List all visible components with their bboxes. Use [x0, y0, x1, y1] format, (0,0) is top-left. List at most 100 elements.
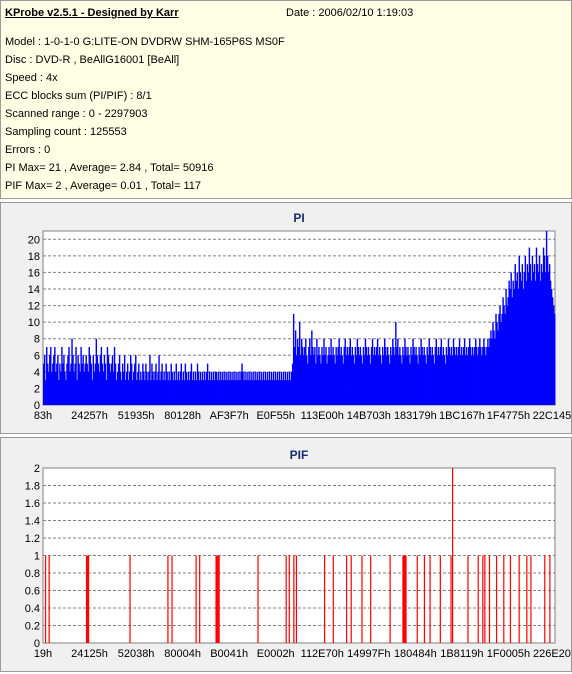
pi-bar	[119, 371, 122, 405]
pi-bar	[295, 355, 298, 405]
pi-bar	[193, 380, 196, 405]
pi-bar	[240, 371, 242, 405]
x-tick-label: B0041h	[210, 648, 248, 660]
pi-bar	[485, 355, 487, 405]
pi-bar	[373, 347, 376, 405]
pi-bar	[260, 371, 262, 405]
pi-bar	[78, 363, 80, 405]
pi-bar	[456, 355, 459, 405]
pi-bar	[394, 355, 396, 405]
pi-bar	[70, 363, 72, 405]
pi-bar	[267, 380, 270, 405]
pi-bar	[195, 380, 198, 405]
pi-bar	[322, 355, 324, 405]
pi-bar	[380, 363, 383, 405]
pi-bar	[461, 355, 464, 405]
pi-bar	[204, 380, 207, 405]
pi-bar	[157, 371, 159, 405]
pi-bar	[87, 371, 89, 405]
pi-bar	[88, 347, 90, 405]
pi-bar	[550, 289, 553, 405]
pi-bar	[320, 363, 322, 405]
pi-bar	[168, 371, 170, 405]
pi-bar	[494, 338, 496, 405]
pi-bar	[182, 371, 185, 405]
pi-bar	[102, 371, 105, 405]
pi-bar	[248, 371, 250, 405]
pi-bar	[255, 380, 257, 405]
x-tick-label: 1BC167h	[439, 410, 485, 422]
pi-bar	[402, 347, 404, 405]
pi-bar	[542, 247, 545, 405]
pi-bar	[186, 380, 189, 405]
pi-bar	[93, 371, 95, 405]
pi-bar	[178, 380, 180, 405]
pi-bar	[236, 371, 238, 405]
pi-bar	[423, 347, 425, 405]
pi-bar	[356, 338, 359, 405]
pi-bar	[418, 347, 420, 405]
pi-bar	[218, 371, 220, 405]
pi-bar	[446, 355, 449, 405]
pi-bar	[291, 363, 294, 405]
pi-bar	[544, 272, 547, 405]
y-tick-label: 16	[28, 267, 40, 279]
pi-bar	[154, 371, 156, 405]
pi-bar	[278, 371, 281, 405]
pi-bar	[183, 380, 186, 405]
pi-bar	[246, 371, 248, 405]
pi-bar	[220, 371, 222, 405]
pi-bar	[263, 380, 265, 405]
pi-bar	[391, 355, 393, 405]
pi-bar	[282, 371, 285, 405]
pi-bar	[223, 380, 225, 405]
pi-bar	[486, 347, 488, 405]
pi-bar	[524, 255, 527, 405]
pi-bar	[367, 347, 370, 405]
pi-bar	[315, 363, 317, 405]
pi-bar	[428, 338, 430, 405]
pi-bar	[355, 355, 358, 405]
pi-bar	[148, 371, 150, 405]
pi-bar	[156, 380, 158, 405]
pi-bar	[43, 363, 45, 405]
pi-bar	[67, 355, 69, 405]
pi-bar	[307, 363, 309, 405]
pi-bar	[451, 355, 454, 405]
pi-bar	[350, 355, 353, 405]
pi-bar	[245, 380, 247, 405]
pi-bar	[543, 255, 546, 405]
pi-bar	[231, 380, 233, 405]
pi-bar	[251, 380, 253, 405]
pi-bar	[150, 380, 152, 405]
pi-bar	[261, 380, 263, 405]
pi-bar	[233, 380, 235, 405]
x-tick-label: 183179h	[394, 410, 437, 422]
pi-bar	[86, 363, 88, 405]
pi-bar	[109, 371, 112, 405]
pi-bar	[105, 380, 108, 405]
pi-bar	[52, 363, 54, 405]
pi-bar	[76, 380, 78, 405]
pi-bar	[436, 355, 439, 405]
pi-bar	[187, 371, 190, 405]
x-tick-label: 51935h	[118, 410, 155, 422]
pi-bar	[353, 363, 356, 405]
pi-bar	[145, 363, 147, 405]
pi-bar	[77, 355, 79, 405]
pi-bar	[329, 355, 331, 405]
pi-bar	[441, 355, 444, 405]
pi-bar	[58, 380, 60, 405]
y-tick-label: 2	[34, 463, 40, 475]
pi-bar	[414, 355, 416, 405]
pi-bar	[376, 338, 379, 405]
pi-bar	[46, 347, 48, 405]
pi-bar	[473, 355, 475, 405]
pi-bar	[205, 371, 208, 405]
pi-bar	[492, 322, 494, 405]
pi-bar	[488, 347, 490, 405]
pi-bar	[72, 355, 74, 405]
pi-chart-panel: PI 0 2 4 6 8 10 12 14 16 18 20 83h 24257h 51935h 80128h…	[0, 202, 572, 434]
pi-bar	[533, 264, 536, 405]
pi-bar	[516, 272, 518, 405]
